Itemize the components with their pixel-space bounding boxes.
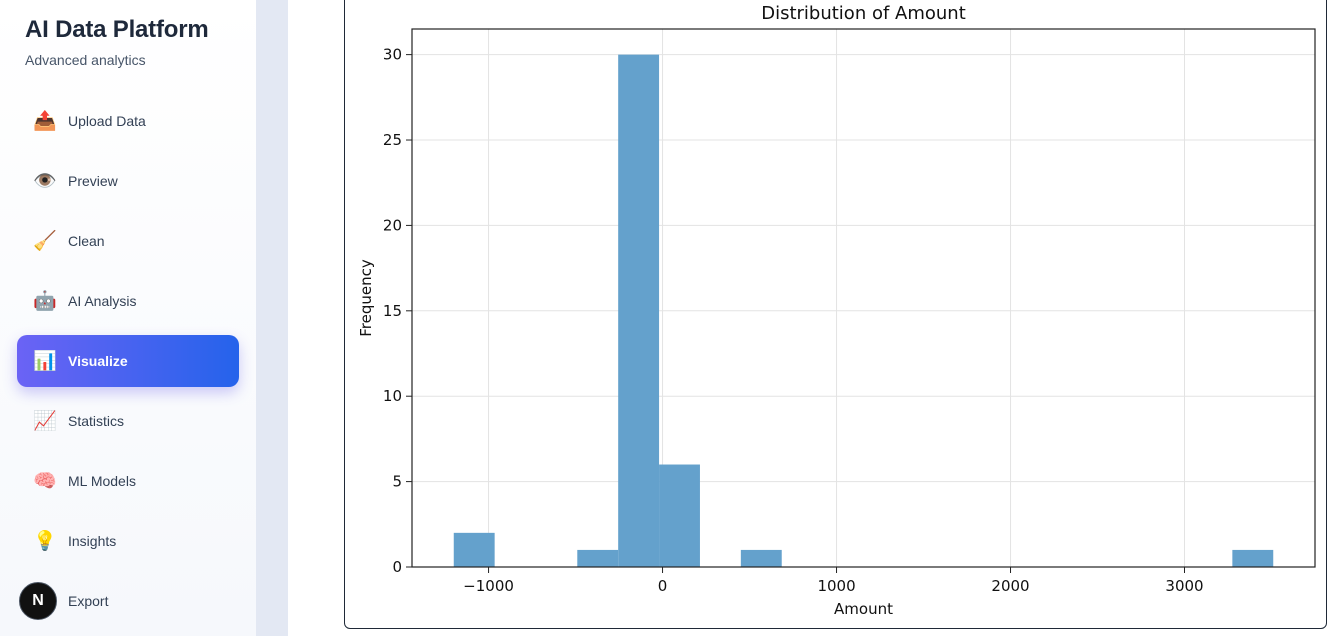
y-tick-label: 5 [392,473,402,491]
histogram-bar [740,549,782,567]
bar-chart-icon: 📊 [33,350,57,372]
robot-icon: 🤖 [33,290,57,312]
chart-card: −1000 0 1000 2000 3000 0 5 10 15 20 25 30 Distribut… [344,0,1327,629]
outbox-tray-icon: 📤 [33,110,57,132]
x-tick-label: 2000 [991,577,1029,595]
sidebar-item-ai-analysis[interactable]: 🤖 AI Analysis [17,275,239,327]
x-tick-label: 1000 [817,577,855,595]
main-area: −1000 0 1000 2000 3000 0 5 10 15 20 25 30 Distribut… [256,0,1332,636]
sidebar-item-clean[interactable]: 🧹 Clean [17,215,239,267]
y-tick-label: 0 [392,558,402,576]
sidebar-item-preview[interactable]: 👁️ Preview [17,155,239,207]
y-tick-label: 15 [383,302,402,320]
sidebar-item-label: Upload Data [68,113,146,129]
eye-icon: 👁️ [33,170,57,192]
histogram-bar [659,464,700,567]
histogram-bar [618,54,660,568]
ticks-layer: −1000 0 1000 2000 3000 0 5 10 15 20 25 30 [383,46,1204,595]
y-tick-label: 10 [383,387,402,405]
trend-chart-icon: 📈 [33,410,57,432]
sidebar-item-export[interactable]: Export [17,575,239,627]
bars-layer [453,54,1274,568]
content-panel: −1000 0 1000 2000 3000 0 5 10 15 20 25 30 Distribut… [288,0,1332,636]
histogram-bar [577,549,619,567]
sidebar-item-insights[interactable]: 💡 Insights [17,515,239,567]
n-badge[interactable]: N [19,582,57,620]
sidebar-item-label: AI Analysis [68,293,137,309]
chart-title: Distribution of Amount [761,3,966,24]
y-tick-label: 20 [383,216,402,234]
sidebar-item-label: Insights [68,533,117,549]
sidebar-item-label: Visualize [68,353,128,369]
histogram-chart: −1000 0 1000 2000 3000 0 5 10 15 20 25 30 Distribut… [357,3,1316,618]
grid-layer [412,29,1315,568]
y-axis-label: Frequency [357,259,375,337]
histogram-bar [1232,549,1274,567]
sidebar-item-visualize[interactable]: 📊 Visualize [17,335,239,387]
sidebar-item-label: Statistics [68,413,125,429]
sidebar-item-ml-models[interactable]: 🧠 ML Models [17,455,239,507]
x-tick-label: −1000 [463,577,514,595]
sidebar-item-upload-data[interactable]: 📤 Upload Data [17,95,239,147]
plot-area [411,28,1316,568]
y-tick-label: 25 [383,131,402,149]
brain-icon: 🧠 [33,470,57,492]
sidebar-item-label: Preview [68,173,118,189]
sidebar-item-label: Clean [68,233,105,249]
broom-icon: 🧹 [33,230,57,252]
sidebar-item-label: Export [68,593,109,609]
y-tick-label: 30 [383,46,402,64]
app-title: AI Data Platform [25,16,209,43]
sidebar-item-label: ML Models [68,473,136,489]
sidebar: AI Data Platform Advanced analytics 📤 Up… [0,0,256,636]
histogram-bar [453,532,495,567]
x-tick-label: 3000 [1165,577,1203,595]
sidebar-item-statistics[interactable]: 📈 Statistics [17,395,239,447]
app-subtitle: Advanced analytics [25,52,146,68]
light-bulb-icon: 💡 [33,530,57,552]
x-tick-label: 0 [658,577,668,595]
x-axis-label: Amount [834,600,893,618]
